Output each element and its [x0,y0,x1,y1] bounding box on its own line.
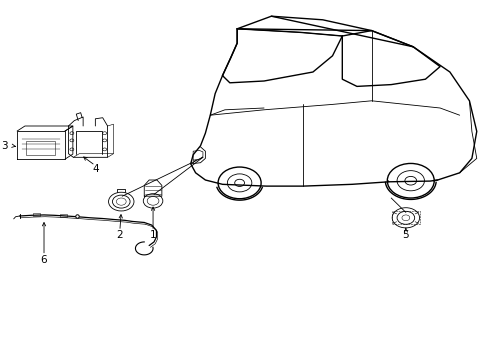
Bar [391,211,419,224]
Circle shape [404,176,416,185]
Text: 1: 1 [149,230,156,240]
Bar [60,214,67,217]
Bar [26,141,55,155]
Text: 5: 5 [402,230,408,240]
Text: 4: 4 [92,164,99,174]
Text: 2: 2 [116,230,123,240]
Text: 3: 3 [1,141,8,151]
Text: 6: 6 [41,255,47,265]
Circle shape [234,179,244,186]
Bar [33,213,40,216]
